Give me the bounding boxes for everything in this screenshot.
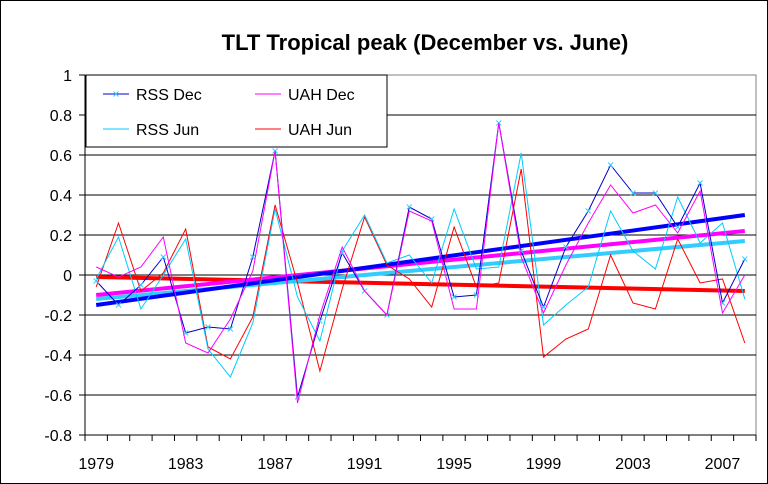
- data-point-marker: [451, 294, 457, 300]
- x-tick-label: 1995: [436, 456, 472, 473]
- marker-stroke: [741, 256, 748, 262]
- series-line-rss-jun: [95, 152, 746, 378]
- trend-lines: [95, 213, 746, 307]
- data-point-marker: [205, 324, 211, 330]
- y-tick-label: -0.2: [44, 308, 72, 325]
- data-point-marker: [585, 208, 592, 214]
- marker-stroke: [406, 204, 413, 210]
- y-tick-label: -0.4: [44, 348, 72, 365]
- gridlines: [85, 114, 756, 396]
- marker-stroke: [93, 278, 100, 284]
- trend-line-rss-dec: [95, 213, 746, 307]
- data-point-marker: [93, 278, 100, 284]
- x-tick-label: 2007: [705, 456, 741, 473]
- x-tick-label: 1987: [257, 456, 293, 473]
- data-point-marker: [697, 180, 703, 186]
- marker-stroke: [697, 180, 703, 186]
- y-tick-label: 0.8: [50, 108, 72, 125]
- series-line-uah-dec: [95, 122, 746, 404]
- axes: 1 0.8 0.6 0.4 0.2 0 -0.2 -0.4 -0.6 -0.8 1979 1983 19…: [44, 68, 757, 473]
- legend-item-rss-jun: RSS Jun: [103, 122, 199, 139]
- marker-stroke: [518, 248, 525, 254]
- marker-stroke: [674, 224, 681, 230]
- x-tick-label: 1979: [78, 456, 114, 473]
- series-line-rss-dec: [95, 122, 746, 398]
- data-point-marker: [674, 224, 681, 230]
- legend-item-rss-dec: RSS Dec: [103, 87, 202, 104]
- legend-marker: [113, 91, 119, 97]
- x-tick-label: 2003: [615, 456, 651, 473]
- marker-stroke: [607, 162, 614, 168]
- y-tick-label: 0.2: [50, 228, 72, 245]
- trend-line-uah-dec: [95, 229, 746, 297]
- data-point-marker: [652, 190, 659, 196]
- marker-stroke: [652, 190, 659, 196]
- y-tick-label: 1: [63, 68, 72, 85]
- marker-stroke: [630, 190, 636, 196]
- trend-line-uah-jun: [96, 275, 745, 293]
- legend-label: RSS Jun: [136, 122, 199, 139]
- marker-stroke: [563, 244, 569, 250]
- y-tick-label: -0.8: [44, 428, 72, 445]
- marker-stroke: [585, 208, 592, 214]
- x-tick-label: 1999: [526, 456, 562, 473]
- data-point-marker: [741, 256, 748, 262]
- marker-stroke: [138, 282, 144, 288]
- data-point-marker: [607, 162, 614, 168]
- legend-label: UAH Dec: [288, 87, 355, 104]
- x-tick-label: 1983: [168, 456, 204, 473]
- marker-stroke: [160, 254, 167, 260]
- marker-stroke: [227, 326, 234, 332]
- marker-stroke: [115, 302, 122, 308]
- data-point-marker: [115, 302, 122, 308]
- data-point-marker: [249, 254, 256, 260]
- legend-label: RSS Dec: [136, 87, 202, 104]
- legend-item-uah-dec: UAH Dec: [255, 87, 355, 104]
- legend-label: UAH Jun: [288, 122, 352, 139]
- legend-item-uah-jun: UAH Jun: [255, 122, 352, 139]
- data-point-marker: [563, 244, 569, 250]
- series-line-uah-jun: [95, 168, 746, 373]
- y-tick-label: 0: [63, 268, 72, 285]
- y-tick-label: 0.4: [50, 188, 72, 205]
- data-point-marker: [406, 204, 413, 210]
- data-point-marker: [138, 282, 144, 288]
- marker-stroke: [205, 324, 211, 330]
- marker-stroke: [249, 254, 256, 260]
- legend: RSS Dec UAH Dec RSS Jun UAH Jun: [85, 74, 388, 148]
- chart-title: TLT Tropical peak (December vs. June): [222, 30, 629, 55]
- x-tick-label: 1991: [347, 456, 383, 473]
- marker-stroke: [451, 294, 457, 300]
- data-series: [93, 120, 748, 404]
- y-tick-label: -0.6: [44, 388, 72, 405]
- data-point-marker: [227, 326, 234, 332]
- y-tick-label: 0.6: [50, 148, 72, 165]
- data-point-marker: [630, 190, 636, 196]
- legend-box: [85, 74, 388, 148]
- data-point-marker: [160, 254, 167, 260]
